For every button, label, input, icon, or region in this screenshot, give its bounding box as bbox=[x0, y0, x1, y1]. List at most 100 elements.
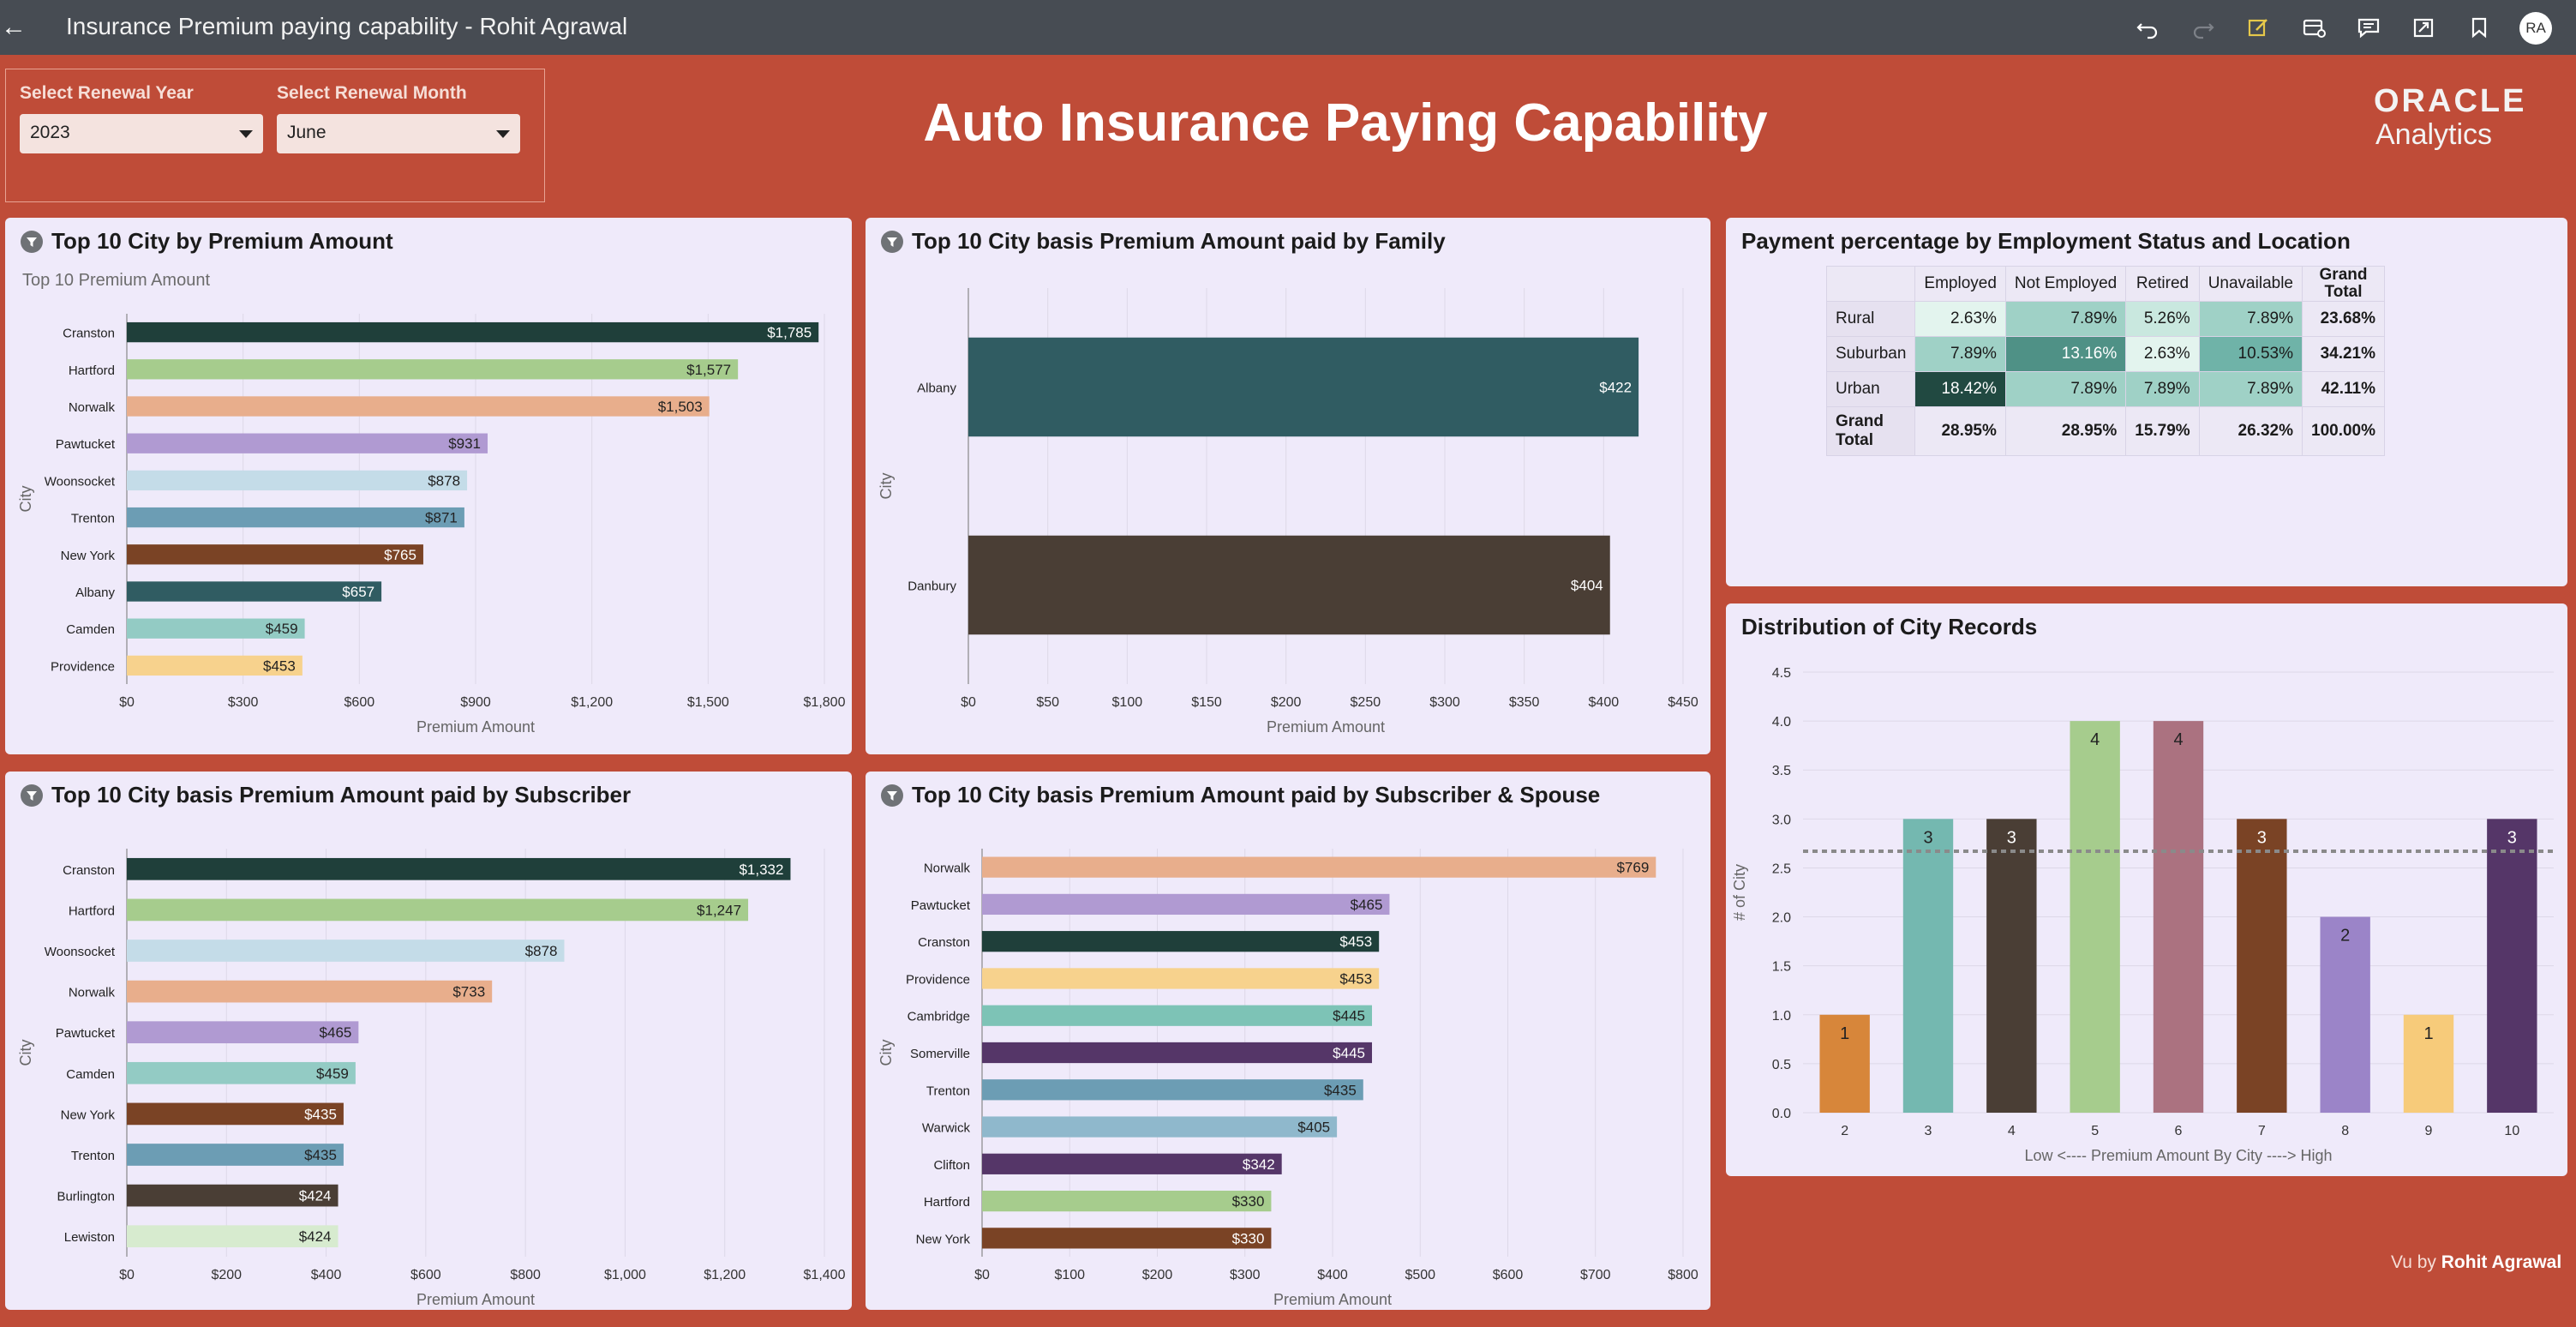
panel-city-distribution[interactable]: Distribution of City Records 0.0 0.5 1.0 1.… bbox=[1726, 603, 2567, 1176]
oracle-analytics-logo: ORACLE Analytics bbox=[2374, 84, 2526, 151]
filter-icon[interactable] bbox=[21, 784, 43, 807]
data-label: $465 bbox=[320, 1024, 352, 1041]
x-axis-title: Premium Amount bbox=[416, 1291, 535, 1308]
grand-total-row: Grand Total 28.95% 28.95% 15.79% 26.32% 100.0… bbox=[1825, 406, 2386, 456]
renewal-year-value: 2023 bbox=[30, 123, 70, 142]
x-tick-label: $450 bbox=[1668, 695, 1698, 710]
category-label: Cranston bbox=[63, 327, 115, 341]
panel-subscriber-spouse-premium[interactable]: Top 10 City basis Premium Amount paid by… bbox=[866, 772, 1710, 1310]
renewal-month-select[interactable]: June bbox=[277, 114, 520, 153]
column-header[interactable]: Retired bbox=[2125, 266, 2200, 302]
panel-top-city-premium[interactable]: Top 10 City by Premium Amount Top 10 Pre… bbox=[5, 218, 852, 754]
y-tick-label: 1.0 bbox=[1772, 1009, 1791, 1024]
undo-icon[interactable] bbox=[2132, 12, 2163, 43]
pivot-cell[interactable]: 7.89% bbox=[2125, 371, 2200, 407]
x-tick-label: $400 bbox=[1589, 695, 1620, 710]
pivot-cell[interactable]: 26.32% bbox=[2198, 406, 2303, 456]
pivot-cell[interactable]: 7.89% bbox=[1914, 336, 2006, 372]
pivot-cell[interactable]: 18.42% bbox=[1914, 371, 2006, 407]
row-total-cell[interactable]: 23.68% bbox=[2301, 301, 2386, 337]
data-label: $931 bbox=[448, 435, 481, 452]
pivot-cell[interactable]: 10.53% bbox=[2198, 336, 2303, 372]
user-avatar[interactable]: RA bbox=[2519, 12, 2552, 45]
column-header[interactable]: Employed bbox=[1914, 266, 2006, 302]
pivot-cell[interactable]: 2.63% bbox=[1914, 301, 2006, 337]
redo-icon[interactable] bbox=[2188, 12, 2219, 43]
logo-line-1: ORACLE bbox=[2374, 83, 2527, 119]
pivot-cell[interactable]: 13.16% bbox=[2004, 336, 2127, 372]
bar bbox=[127, 1021, 359, 1044]
row-header[interactable]: Rural bbox=[1825, 301, 1916, 337]
row-total-cell[interactable]: 34.21% bbox=[2301, 336, 2386, 372]
data-label: $422 bbox=[1599, 380, 1632, 396]
panel-title-text: Payment percentage by Employment Status … bbox=[1741, 228, 2351, 254]
panel-family-premium[interactable]: Top 10 City basis Premium Amount paid by… bbox=[866, 218, 1710, 754]
bar bbox=[127, 433, 488, 453]
pivot-cell[interactable]: 7.89% bbox=[2004, 301, 2127, 337]
x-tick-label: $0 bbox=[119, 1268, 135, 1282]
bar bbox=[968, 337, 1639, 437]
y-tick-label: 2.0 bbox=[1772, 911, 1791, 926]
category-label: Woonsocket bbox=[45, 945, 116, 959]
x-tick-label: $300 bbox=[1230, 1268, 1261, 1282]
x-tick-label: $800 bbox=[510, 1268, 541, 1282]
data-icon[interactable] bbox=[2298, 12, 2329, 43]
data-label: 3 bbox=[2007, 828, 2016, 847]
pivot-cell[interactable]: 7.89% bbox=[2198, 371, 2303, 407]
back-arrow-icon[interactable]: ← bbox=[1, 13, 27, 41]
renewal-month-value: June bbox=[287, 123, 326, 142]
pivot-row: Rural 2.63% 7.89% 5.26% 7.89% 23.68% bbox=[1825, 301, 2386, 337]
bar bbox=[127, 1225, 338, 1248]
x-tick-label: $300 bbox=[228, 695, 259, 710]
pivot-cell[interactable]: 5.26% bbox=[2125, 301, 2200, 337]
panel-title: Top 10 City basis Premium Amount paid by… bbox=[881, 228, 1446, 255]
pivot-cell[interactable]: 28.95% bbox=[2004, 406, 2127, 456]
column-header[interactable]: Unavailable bbox=[2198, 266, 2303, 302]
pivot-cell[interactable]: 15.79% bbox=[2125, 406, 2200, 456]
renewal-year-select[interactable]: 2023 bbox=[20, 114, 263, 153]
y-tick-label: 1.5 bbox=[1772, 960, 1791, 975]
column bbox=[1986, 819, 2037, 1113]
column-header[interactable]: Not Employed bbox=[2004, 266, 2127, 302]
bar bbox=[127, 857, 791, 880]
x-tick-label: $500 bbox=[1405, 1268, 1435, 1282]
bar bbox=[982, 1005, 1373, 1026]
bar bbox=[982, 1153, 1282, 1174]
x-tick-label: $400 bbox=[1317, 1268, 1348, 1282]
bar bbox=[127, 507, 464, 528]
x-axis-title: Premium Amount bbox=[1267, 718, 1385, 736]
category-label: New York bbox=[61, 549, 116, 563]
y-axis-title: City bbox=[17, 1040, 34, 1066]
x-tick-label: $100 bbox=[1054, 1268, 1085, 1282]
row-total-cell[interactable]: 100.00% bbox=[2301, 406, 2386, 456]
bar bbox=[982, 1228, 1272, 1249]
column bbox=[2320, 916, 2370, 1113]
x-tick-label: 5 bbox=[2091, 1124, 2099, 1138]
pivot-cell[interactable]: 2.63% bbox=[2125, 336, 2200, 372]
data-label: $878 bbox=[525, 943, 558, 959]
filter-icon[interactable] bbox=[881, 230, 903, 253]
pivot-cell[interactable]: 28.95% bbox=[1914, 406, 2006, 456]
row-header[interactable]: Grand Total bbox=[1825, 406, 1916, 456]
edit-icon[interactable] bbox=[2243, 12, 2273, 43]
category-label: Cranston bbox=[918, 935, 970, 950]
row-header[interactable]: Suburban bbox=[1825, 336, 1916, 372]
export-icon[interactable] bbox=[2408, 12, 2439, 43]
filter-icon[interactable] bbox=[21, 230, 43, 253]
row-total-cell[interactable]: 42.11% bbox=[2301, 371, 2386, 407]
comments-icon[interactable] bbox=[2353, 12, 2384, 43]
y-tick-label: 0.5 bbox=[1772, 1058, 1791, 1072]
panel-subscriber-premium[interactable]: Top 10 City basis Premium Amount paid by… bbox=[5, 772, 852, 1310]
column-header[interactable]: Grand Total bbox=[2301, 266, 2386, 302]
data-label: $878 bbox=[428, 472, 460, 489]
renewal-year-label: Select Renewal Year bbox=[20, 83, 194, 103]
pivot-cell[interactable]: 7.89% bbox=[2198, 301, 2303, 337]
data-label: $424 bbox=[299, 1228, 332, 1245]
filter-icon[interactable] bbox=[881, 784, 903, 807]
bookmark-icon[interactable] bbox=[2464, 12, 2495, 43]
row-header[interactable]: Urban bbox=[1825, 371, 1916, 407]
category-label: New York bbox=[61, 1108, 116, 1122]
data-label: $453 bbox=[1339, 934, 1372, 950]
panel-payment-percentage[interactable]: Payment percentage by Employment Status … bbox=[1726, 218, 2567, 586]
pivot-cell[interactable]: 7.89% bbox=[2004, 371, 2127, 407]
